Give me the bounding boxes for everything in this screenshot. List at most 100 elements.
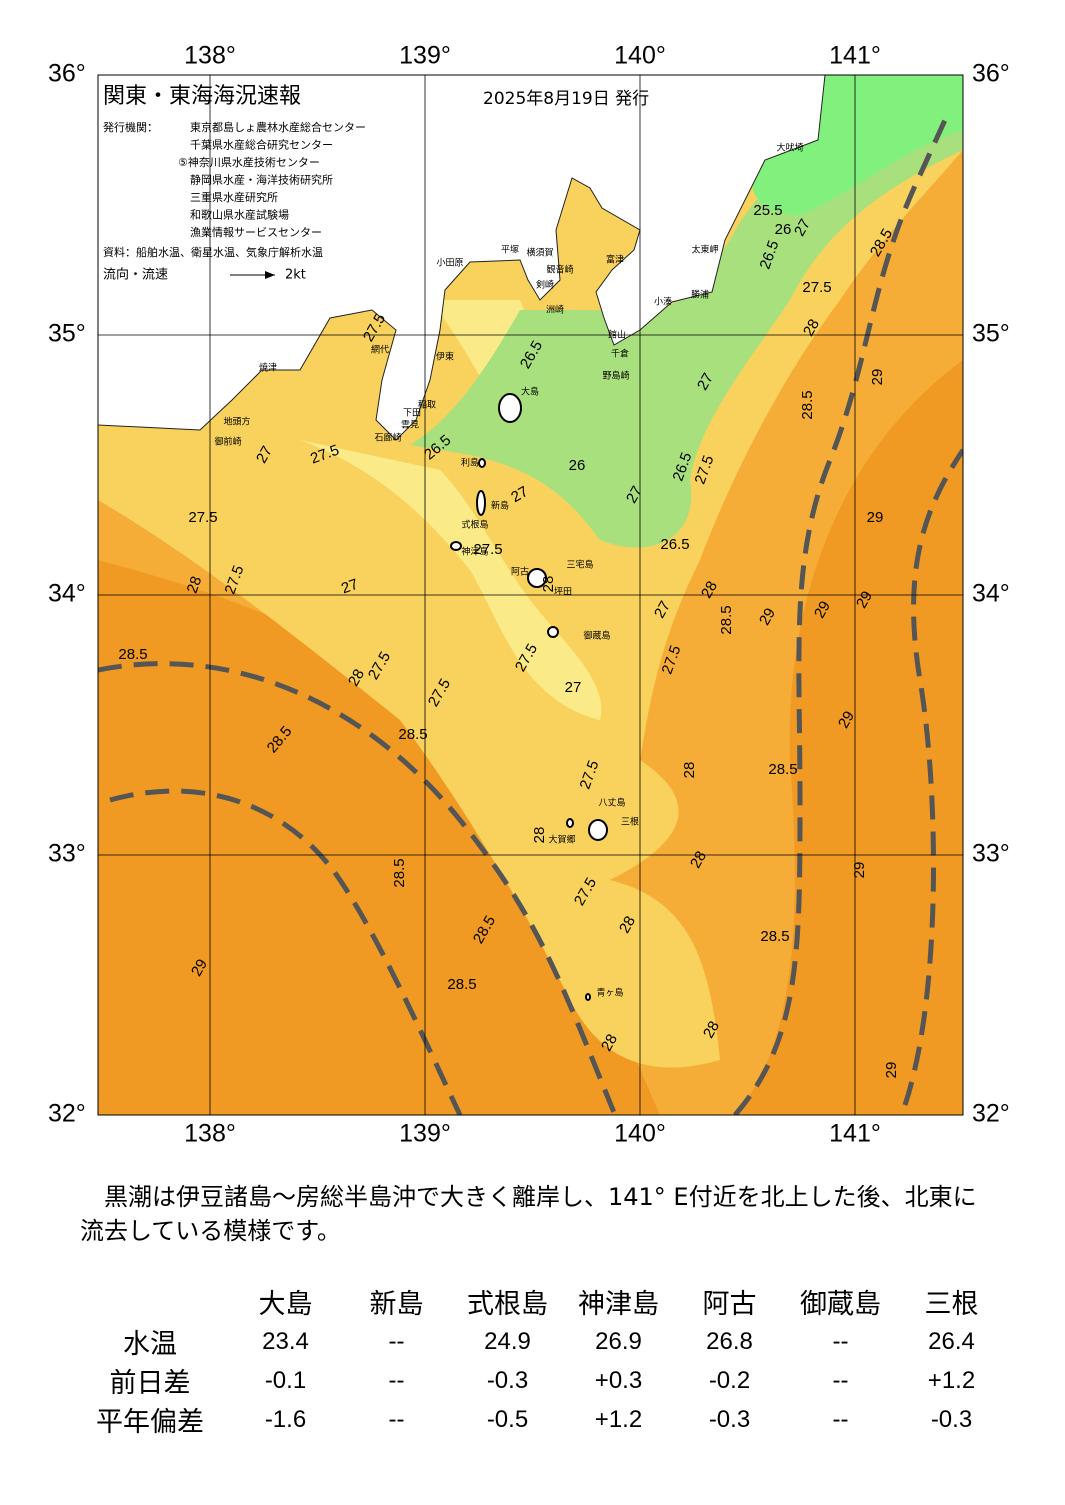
flow-legend: 流向・流速	[103, 267, 168, 283]
contour-label: 27.5	[473, 541, 502, 558]
contour-label: 27	[565, 679, 582, 696]
lat-tick-label-right: 32°	[972, 1100, 1010, 1128]
contour-label: 27	[623, 483, 646, 506]
issuer: 千葉県水産総合研究センター	[190, 138, 333, 152]
contour-label: 27	[253, 443, 276, 466]
contour-label: 27	[651, 598, 674, 621]
place-name: 小湊	[654, 296, 672, 308]
lat-tick-label-left: 35°	[48, 320, 86, 348]
place-name: 三宅島	[566, 559, 593, 571]
grid	[98, 75, 963, 1115]
kuroshio-axis	[98, 118, 963, 1115]
row-label: 水温	[123, 1329, 177, 1360]
table-cell: --	[388, 1366, 405, 1394]
place-name: 平塚	[501, 245, 519, 256]
contour-label: 29	[867, 509, 884, 526]
table-cell: --	[832, 1366, 849, 1394]
row-label: 前日差	[109, 1368, 191, 1399]
lat-tick-label-right: 35°	[972, 320, 1010, 348]
row-label: 平年偏差	[96, 1407, 204, 1438]
table-cell: 26.8	[706, 1327, 753, 1355]
contour-label: 28.5	[799, 390, 816, 419]
contour-label: 29	[188, 956, 211, 979]
lon-tick-label-top: 141°	[829, 42, 881, 70]
contour-label: 28.5	[768, 761, 797, 778]
place-name: 洲崎	[546, 304, 564, 316]
islands	[450, 393, 608, 1001]
table-cell: -0.2	[708, 1366, 751, 1394]
issuer: 和歌山県水産試験場	[190, 208, 289, 222]
contour-label: 28	[345, 666, 368, 689]
contour-label: 27.5	[802, 279, 831, 296]
ticks: 138° 138° 139° 139° 140° 140° 141° 141° 32° 32° 33…	[48, 42, 1010, 1148]
table-cell: +1.2	[927, 1366, 976, 1394]
table-header-row: 大島 新島 式根島 神津島 阿古 御蔵島 三根	[70, 1280, 1007, 1322]
lat-tick-label-right: 33°	[972, 840, 1010, 868]
issuer: 静岡県水産・海洋技術研究所	[190, 173, 333, 187]
place-name: 式根島	[461, 519, 488, 531]
contour-label: 27	[508, 483, 531, 506]
contour-label: 26	[569, 457, 586, 474]
place-name: 下田	[403, 408, 421, 419]
contour-label: 27	[339, 576, 360, 598]
place-name: 阿古	[511, 566, 529, 578]
contour-label: 28	[698, 578, 721, 601]
contour-label: 29	[756, 605, 779, 628]
table-cell: --	[832, 1327, 849, 1355]
place-name: 勝浦	[691, 289, 709, 301]
place-name: 利島	[461, 457, 479, 469]
contour-label: 28.5	[391, 858, 408, 887]
place-name: 小田原	[436, 258, 463, 269]
contour-label: 25.5	[753, 202, 782, 219]
column-header: 式根島	[467, 1288, 548, 1320]
contour-label: 28	[616, 913, 639, 936]
issuer: 漁業情報サービスセンター	[190, 225, 322, 239]
contour-label: 29	[851, 862, 868, 879]
place-name: 御前崎	[214, 436, 241, 448]
column-header: 阿古	[702, 1288, 757, 1320]
issuer: ⑤神奈川県水産技術センター	[178, 155, 320, 169]
place-name: 富津	[606, 254, 624, 266]
place-name: 御蔵島	[583, 630, 610, 642]
table-row: 平年偏差 -1.6 -- -0.5 +1.2 -0.3 -- -0.3	[70, 1400, 1007, 1439]
lon-tick-label-bottom: 138°	[184, 1120, 236, 1148]
contour-label: 28.5	[447, 976, 476, 993]
place-name: 大賀郷	[548, 834, 575, 846]
table-cell: --	[388, 1405, 405, 1433]
sea-green	[410, 90, 963, 548]
contour-label: 28	[700, 1018, 723, 1041]
contour-label: 28.5	[718, 605, 735, 634]
place-name: 観音崎	[546, 264, 573, 276]
place-name: 千倉	[611, 348, 629, 360]
place-name: 稲取	[418, 399, 436, 411]
table-cell: -0.3	[708, 1405, 751, 1433]
lon-tick-label-bottom: 139°	[399, 1120, 451, 1148]
lon-tick-label-top: 140°	[614, 42, 666, 70]
table-cell: -0.3	[486, 1366, 529, 1394]
place-name: 野島崎	[602, 370, 629, 382]
contour-label: 28	[598, 1031, 621, 1054]
place-name: 大島	[521, 386, 539, 398]
contour-label: 29	[853, 588, 876, 611]
source: 資料：船舶水温、衛星水温、気象庁解析水温	[103, 245, 323, 259]
place-name: 坪田	[554, 587, 572, 598]
contour-label: 28.5	[760, 928, 789, 945]
place-name: 大吠埼	[776, 142, 803, 154]
table-row: 前日差 -0.1 -- -0.3 +0.3 -0.2 -- +1.2	[70, 1361, 1007, 1400]
place-name: 八丈島	[598, 797, 625, 809]
place-name: 新島	[491, 500, 509, 512]
table-cell: +1.2	[594, 1405, 643, 1433]
lat-tick-label-right: 36°	[972, 60, 1010, 88]
table-cell: 26.9	[595, 1327, 642, 1355]
place-name: 雲見	[401, 420, 419, 431]
column-header: 御蔵島	[800, 1288, 881, 1320]
table-cell: --	[832, 1405, 849, 1433]
column-header: 新島	[369, 1288, 424, 1320]
contour-label: 28	[681, 762, 698, 779]
issuer: 東京都島しょ農林水産総合センター	[190, 120, 366, 134]
contour-label: 29	[811, 598, 834, 621]
issuer: 三重県水産研究所	[190, 190, 278, 204]
